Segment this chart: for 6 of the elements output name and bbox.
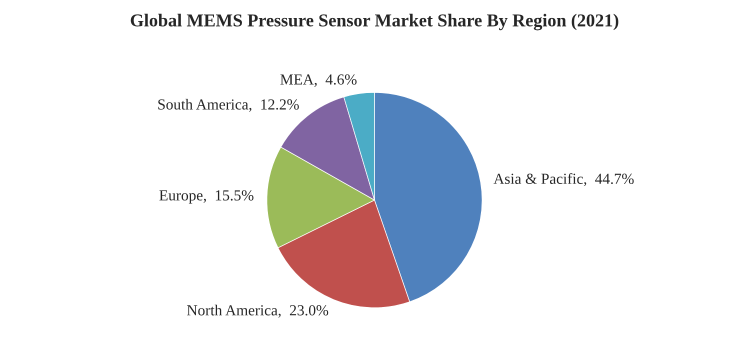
slice-label: Europe, 15.5%: [159, 190, 254, 204]
slice-label: North America, 23.0%: [187, 304, 328, 318]
slice-label: Asia & Pacific, 44.7%: [494, 173, 634, 186]
slice-label: MEA, 4.6%: [280, 74, 357, 87]
chart-title: Global MEMS Pressure Sensor Market Share By Region (2021): [130, 14, 618, 30]
slice-label: South America, 12.2%: [158, 98, 299, 112]
